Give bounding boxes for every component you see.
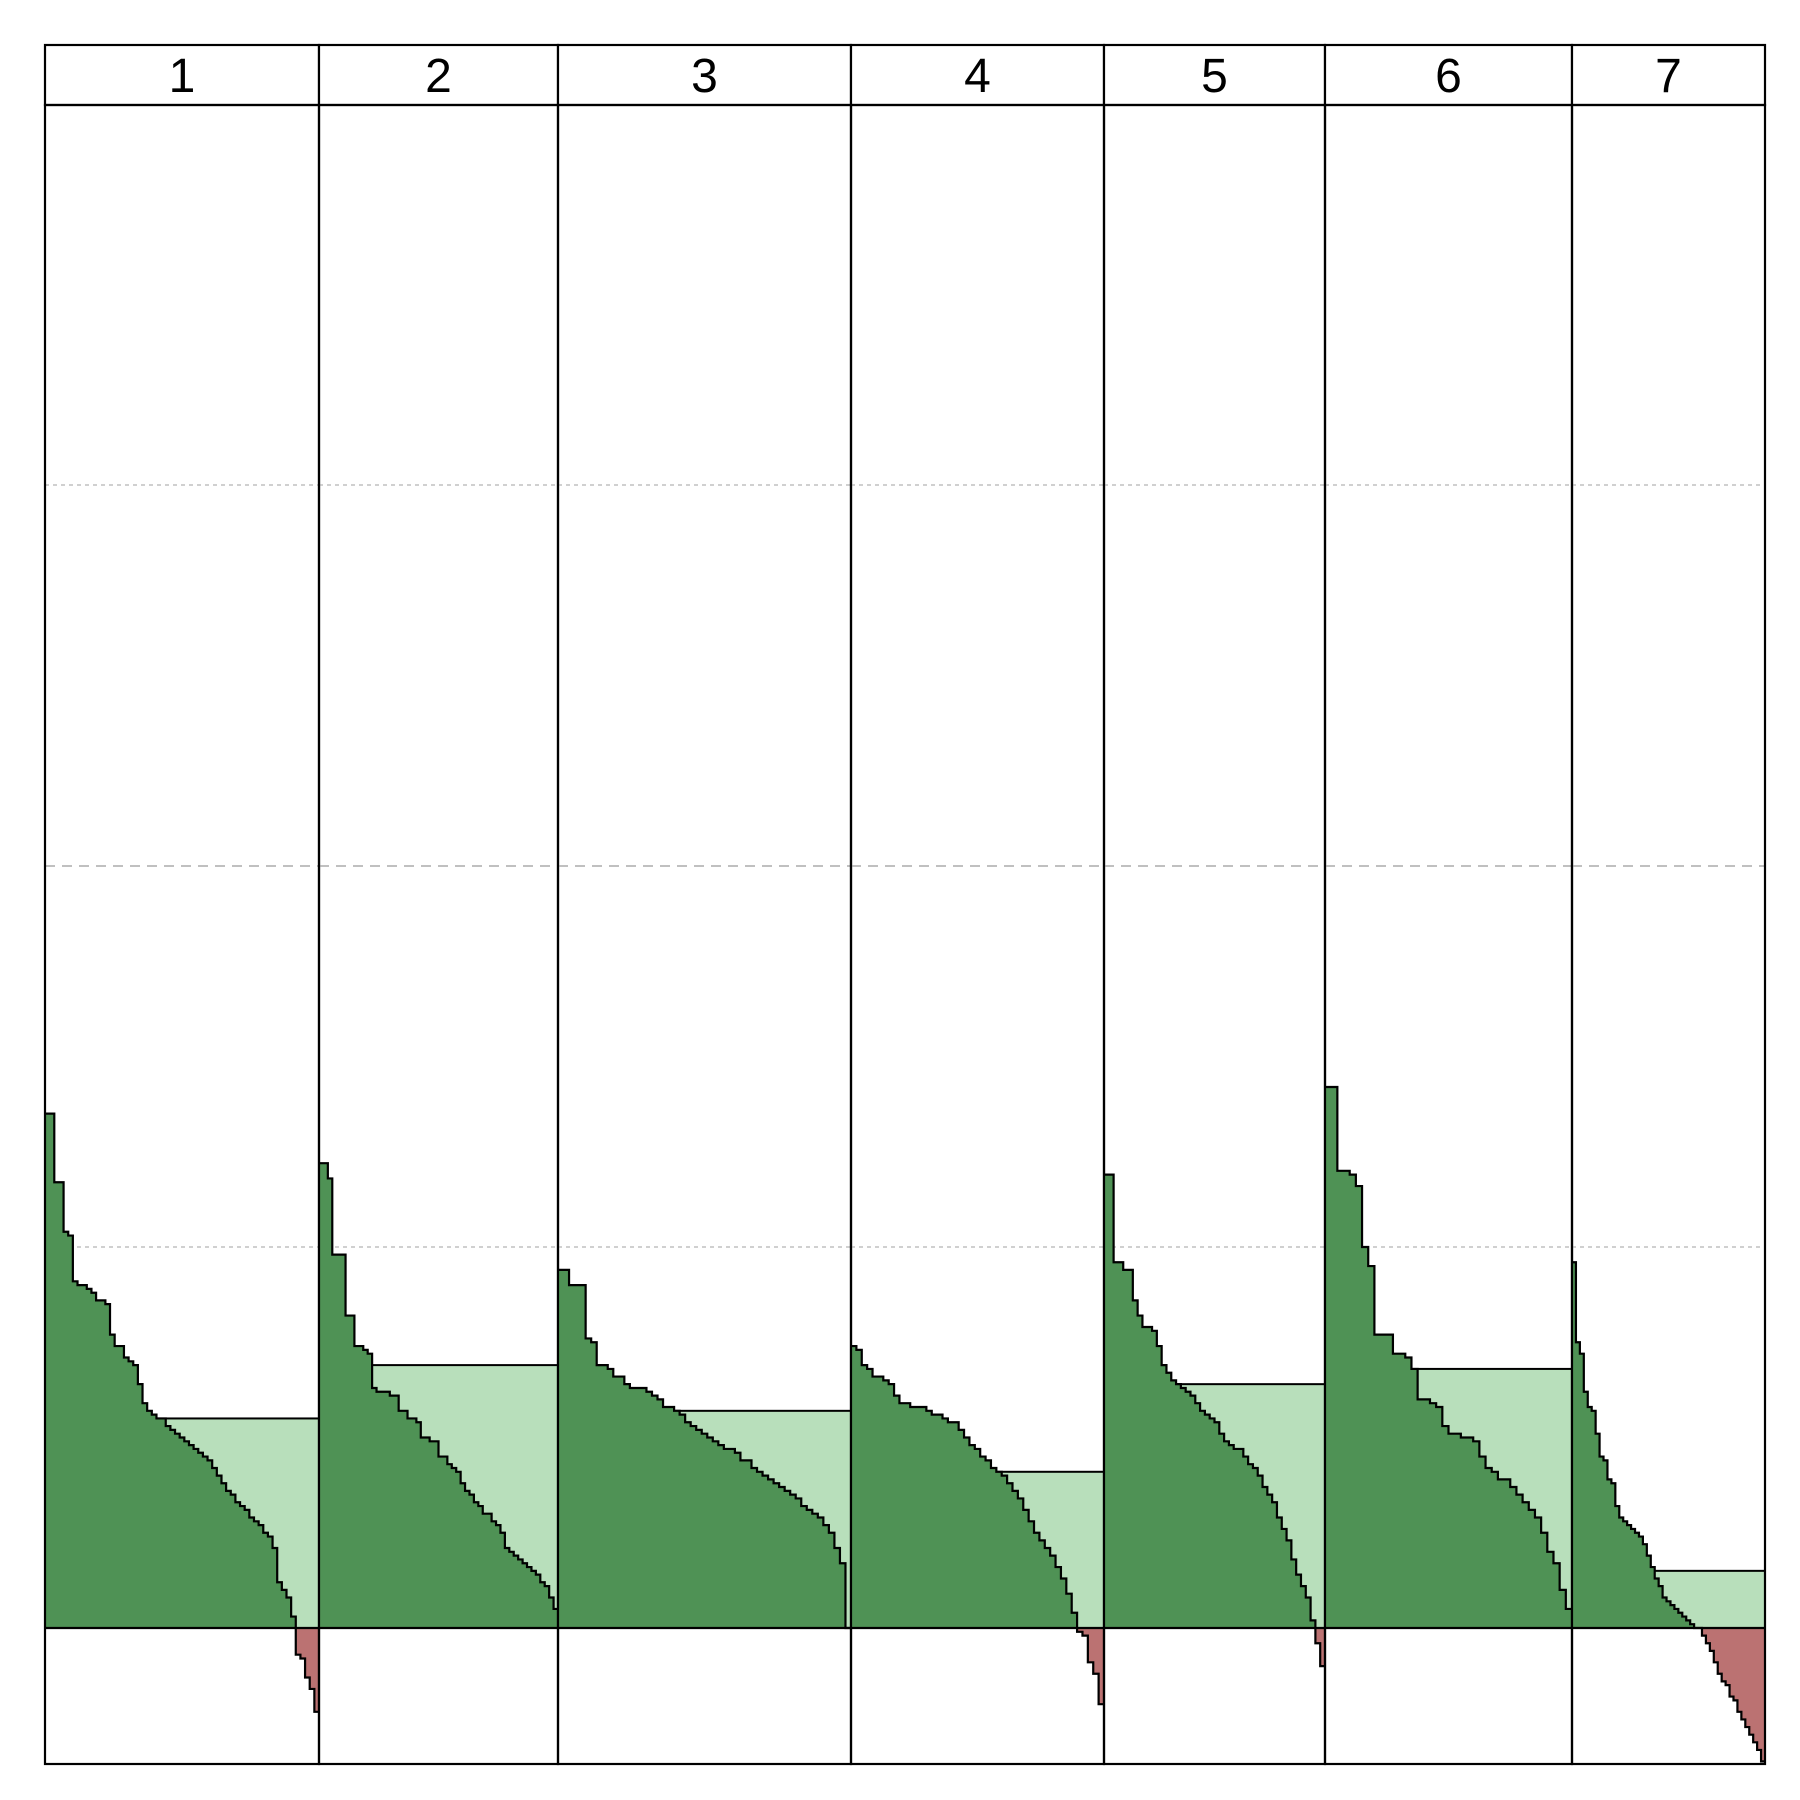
series-line — [851, 1344, 1104, 1706]
panel-strip — [43, 43, 321, 107]
panel-label: 4 — [964, 50, 991, 103]
positive-area — [1325, 1086, 1572, 1628]
panel-1: 1 — [43, 43, 321, 1766]
negative-area — [1104, 1628, 1325, 1667]
panel-4: 4 — [849, 43, 1106, 1766]
series-line — [1325, 1085, 1572, 1611]
series-line — [319, 1162, 558, 1611]
panel-frame — [1570, 103, 1767, 1766]
panels-layer: 1 2 3 4 5 6 7 — [43, 43, 1767, 1766]
panel-7: 7 — [1570, 43, 1767, 1766]
positive-area — [1104, 1174, 1325, 1628]
panel-strip — [1323, 43, 1574, 107]
panel-5: 5 — [1102, 43, 1327, 1766]
positive-area — [45, 1113, 319, 1628]
negative-area — [45, 1628, 319, 1712]
panel-label: 7 — [1655, 50, 1682, 103]
panel-label: 6 — [1435, 50, 1462, 103]
panel-strip — [556, 43, 853, 107]
panel-strip — [849, 43, 1106, 107]
positive-area — [558, 1269, 851, 1628]
panel-strip — [1570, 43, 1767, 107]
panel-2: 2 — [317, 43, 560, 1766]
series-line — [558, 1268, 851, 1630]
panel-label: 2 — [425, 50, 452, 103]
series-line — [1572, 1261, 1765, 1763]
positive-area — [319, 1163, 558, 1628]
panel-label: 3 — [691, 50, 718, 103]
panel-label: 5 — [1201, 50, 1228, 103]
panel-label: 1 — [169, 50, 196, 103]
series-line — [1104, 1173, 1325, 1668]
negative-area — [851, 1628, 1104, 1705]
positive-area — [851, 1346, 1104, 1628]
series-line — [45, 1112, 319, 1713]
positive-area — [1572, 1262, 1765, 1628]
negative-area — [1572, 1628, 1765, 1762]
panel-6: 6 — [1323, 43, 1574, 1766]
panel-3: 3 — [556, 43, 853, 1766]
